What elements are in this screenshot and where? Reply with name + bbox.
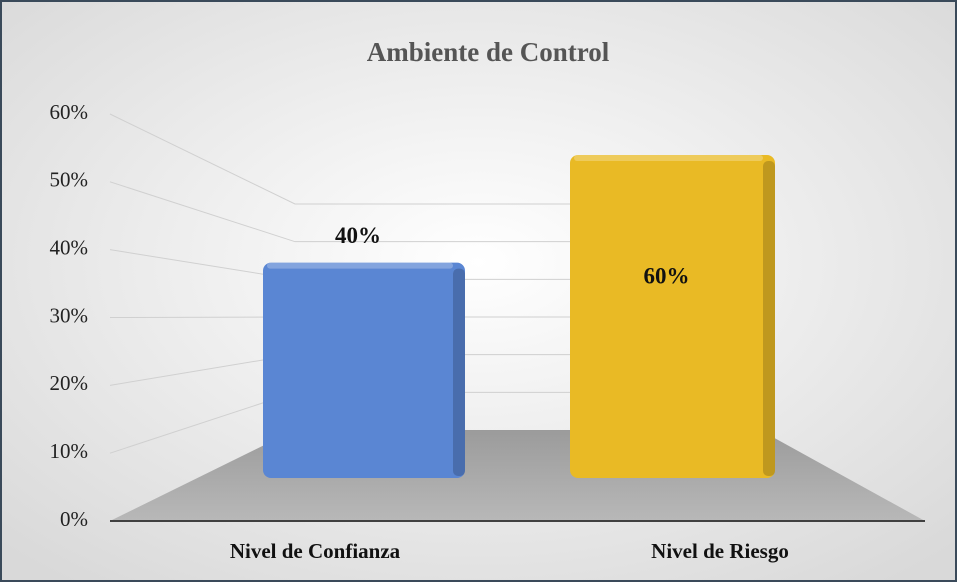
bar-top (267, 262, 453, 269)
bar-side (763, 161, 775, 476)
value-label: 60% (644, 263, 690, 288)
value-label: 40% (335, 223, 381, 248)
x-tick-label: Nivel de Riesgo (651, 539, 789, 563)
bar (570, 155, 775, 478)
y-tick-label: 40% (50, 235, 89, 259)
y-tick-label: 30% (50, 303, 89, 327)
bar-side (453, 268, 465, 476)
y-tick-label: 50% (50, 168, 89, 192)
y-tick-label: 10% (50, 439, 89, 463)
bar-top (574, 155, 763, 161)
x-tick-label: Nivel de Confianza (230, 539, 401, 563)
y-tick-label: 0% (60, 507, 88, 531)
y-tick-label: 20% (50, 371, 89, 395)
y-tick-label: 60% (50, 100, 89, 124)
chart-title: Ambiente de Control (367, 37, 610, 67)
bar (263, 262, 465, 478)
